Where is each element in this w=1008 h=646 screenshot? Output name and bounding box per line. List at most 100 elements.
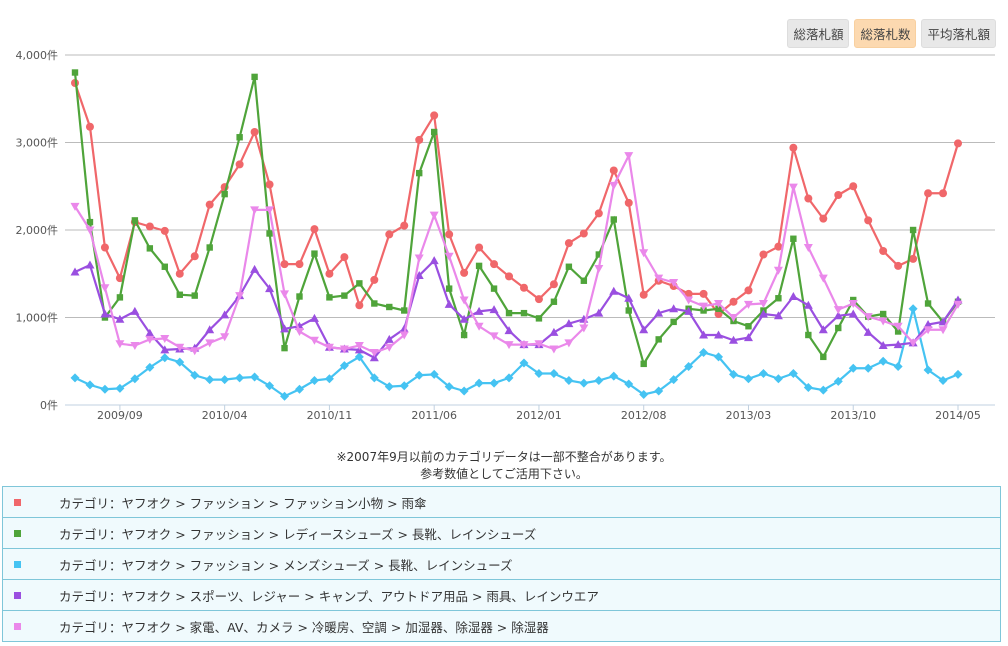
data-point[interactable] [924,189,933,198]
data-point[interactable] [130,342,140,350]
data-point[interactable] [296,293,303,300]
data-point[interactable] [670,318,677,326]
data-point[interactable] [280,290,290,299]
data-point[interactable] [100,384,110,394]
data-point[interactable] [939,189,948,198]
data-point[interactable] [714,352,724,362]
data-point[interactable] [699,330,709,339]
total-count-button[interactable]: 総落札数 [854,19,917,48]
data-point[interactable] [759,250,768,259]
data-point[interactable] [220,333,230,342]
data-point[interactable] [266,230,273,237]
data-point[interactable] [145,222,154,231]
data-point[interactable] [550,298,558,305]
data-point[interactable] [579,229,588,238]
data-point[interactable] [250,264,260,273]
data-point[interactable] [489,305,499,314]
data-point[interactable] [205,375,215,385]
data-point[interactable] [324,374,334,384]
data-point[interactable] [235,292,245,301]
data-point[interactable] [715,305,722,312]
data-point[interactable] [938,326,948,335]
data-point[interactable] [160,335,170,343]
data-point[interactable] [894,328,902,335]
data-point[interactable] [684,289,693,298]
data-point[interactable] [354,352,364,362]
data-point[interactable] [684,362,694,371]
data-point[interactable] [624,198,633,207]
data-point[interactable] [85,260,95,269]
data-point[interactable] [416,169,423,177]
data-point[interactable] [654,386,664,396]
data-point[interactable] [160,353,170,363]
data-point[interactable] [384,382,394,392]
data-point[interactable] [654,274,664,283]
data-point[interactable] [444,382,454,392]
data-point[interactable] [339,345,349,354]
data-point[interactable] [953,300,963,309]
data-point[interactable] [444,252,454,261]
data-point[interactable] [221,190,228,198]
data-point[interactable] [564,339,574,348]
data-point[interactable] [445,285,453,292]
data-point[interactable] [294,328,304,336]
data-point[interactable] [894,261,903,270]
data-point[interactable] [399,331,409,340]
data-point[interactable] [953,369,963,379]
data-point[interactable] [594,376,604,385]
data-point[interactable] [85,122,94,131]
data-point[interactable] [160,345,170,354]
data-point[interactable] [549,345,559,354]
data-point[interactable] [175,357,185,367]
data-point[interactable] [833,306,843,315]
data-point[interactable] [580,277,588,284]
data-point[interactable] [654,308,664,317]
data-point[interactable] [893,322,903,331]
data-point[interactable] [505,272,514,281]
data-point[interactable] [265,206,275,215]
data-point[interactable] [429,211,439,220]
data-point[interactable] [714,330,724,339]
data-point[interactable] [176,291,183,298]
data-point[interactable] [429,369,439,379]
data-point[interactable] [594,209,603,218]
data-point[interactable] [758,369,768,378]
data-point[interactable] [206,244,213,251]
data-point[interactable] [848,300,858,308]
data-point[interactable] [339,361,349,371]
data-point[interactable] [100,309,110,318]
data-point[interactable] [265,381,275,391]
data-point[interactable] [714,310,723,318]
data-point[interactable] [833,376,843,386]
data-point[interactable] [70,373,80,383]
data-point[interactable] [655,336,662,343]
data-point[interactable] [504,373,514,383]
data-point[interactable] [414,271,424,279]
data-point[interactable] [205,339,215,348]
data-point[interactable] [250,372,260,382]
data-point[interactable] [849,182,858,191]
data-point[interactable] [954,139,962,148]
data-point[interactable] [190,347,200,356]
data-point[interactable] [459,314,469,323]
data-point[interactable] [145,335,155,344]
data-point[interactable] [863,363,873,373]
data-point[interactable] [609,371,619,381]
data-point[interactable] [490,285,498,292]
data-point[interactable] [460,268,469,277]
data-point[interactable] [146,245,154,252]
data-point[interactable] [729,297,738,306]
data-point[interactable] [115,340,125,349]
data-point[interactable] [236,134,243,141]
data-point[interactable] [369,349,379,357]
data-point[interactable] [729,314,739,322]
data-point[interactable] [639,290,648,299]
data-point[interactable] [609,286,619,295]
data-point[interactable] [818,385,828,395]
data-point[interactable] [579,378,589,388]
data-point[interactable] [669,375,679,385]
data-point[interactable] [384,343,394,352]
data-point[interactable] [309,313,319,322]
data-point[interactable] [579,324,589,333]
legend-item[interactable]: カテゴリ：ヤフオク > ファッション > ファッション小物 > 雨傘 [3,487,1000,518]
